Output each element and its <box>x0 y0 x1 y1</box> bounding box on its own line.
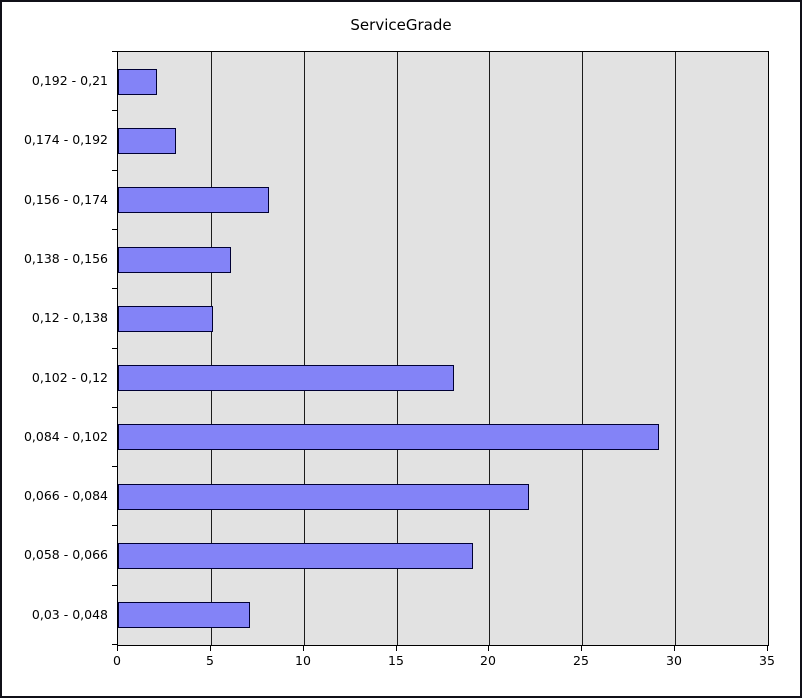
bar <box>118 187 269 213</box>
x-axis-tick <box>396 646 397 651</box>
bar <box>118 69 157 95</box>
gridline <box>582 52 583 645</box>
y-axis-tick <box>112 288 117 289</box>
x-axis-tick <box>767 646 768 651</box>
y-axis-label: 0,066 - 0,084 <box>23 488 108 503</box>
x-axis-tick-label: 35 <box>759 653 775 668</box>
bar <box>118 365 454 391</box>
y-axis-label: 0,03 - 0,048 <box>31 607 108 622</box>
x-axis-tick-label: 5 <box>206 653 214 668</box>
x-axis-tick-label: 10 <box>295 653 311 668</box>
y-axis-tick <box>112 644 117 645</box>
gridline <box>675 52 676 645</box>
y-axis-label: 0,102 - 0,12 <box>31 370 108 385</box>
x-axis-tick-label: 0 <box>113 653 121 668</box>
y-axis-label: 0,138 - 0,156 <box>23 251 108 266</box>
y-axis-label: 0,174 - 0,192 <box>23 132 108 147</box>
y-axis-tick <box>112 466 117 467</box>
x-axis-tick-label: 30 <box>666 653 682 668</box>
bar <box>118 306 213 332</box>
x-axis-tick <box>581 646 582 651</box>
bar <box>118 543 473 569</box>
bar <box>118 247 231 273</box>
x-axis-tick <box>303 646 304 651</box>
plot-area <box>117 51 769 646</box>
x-axis-tick <box>210 646 211 651</box>
y-axis-tick <box>112 229 117 230</box>
x-axis-tick <box>117 646 118 651</box>
x-axis-tick-label: 15 <box>388 653 404 668</box>
gridline <box>304 52 305 645</box>
gridline <box>489 52 490 645</box>
y-axis-label: 0,192 - 0,21 <box>31 73 108 88</box>
chart-title: ServiceGrade <box>350 16 452 34</box>
x-axis-tick <box>674 646 675 651</box>
y-axis-label: 0,156 - 0,174 <box>23 192 108 207</box>
bar <box>118 484 529 510</box>
y-axis-tick <box>112 51 117 52</box>
gridline <box>211 52 212 645</box>
y-axis-tick <box>112 407 117 408</box>
y-axis-tick <box>112 585 117 586</box>
y-axis-tick <box>112 110 117 111</box>
gridline <box>397 52 398 645</box>
x-axis-tick-label: 20 <box>480 653 496 668</box>
y-axis-label: 0,12 - 0,138 <box>31 310 108 325</box>
y-axis-tick <box>112 525 117 526</box>
bar <box>118 424 659 450</box>
bar <box>118 128 176 154</box>
x-axis-tick-label: 25 <box>573 653 589 668</box>
bar <box>118 602 250 628</box>
y-axis-label: 0,058 - 0,066 <box>23 547 108 562</box>
y-axis-label: 0,084 - 0,102 <box>23 429 108 444</box>
y-axis-tick <box>112 170 117 171</box>
y-axis-tick <box>112 348 117 349</box>
x-axis-tick <box>488 646 489 651</box>
